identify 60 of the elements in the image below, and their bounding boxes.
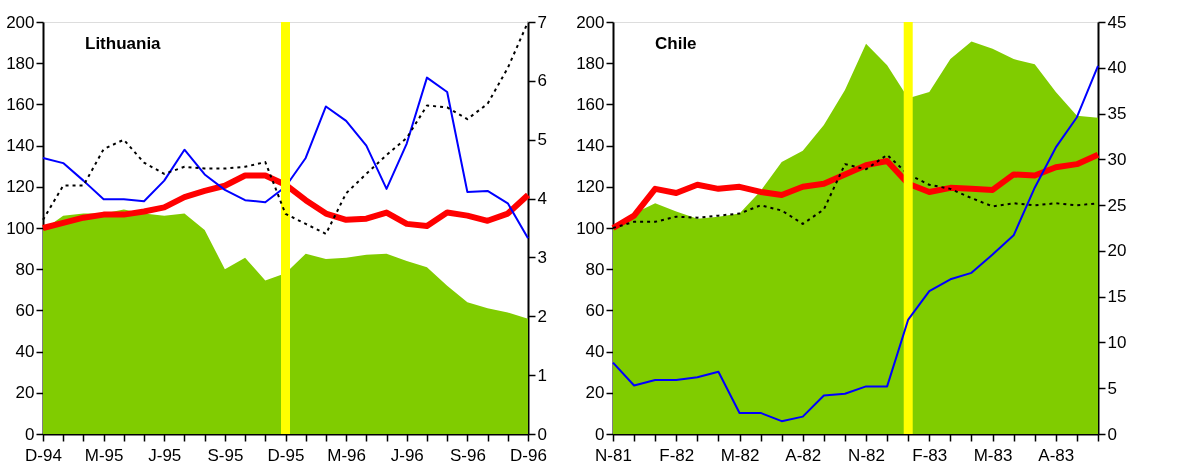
y-tick-label: 200 xyxy=(576,12,605,32)
x-tick-label: F-83 xyxy=(912,445,948,465)
x-tick-label: S-96 xyxy=(449,445,486,465)
y-tick-label: 0 xyxy=(595,424,605,444)
y2-tick-label: 10 xyxy=(1107,332,1127,352)
y-tick-label: 140 xyxy=(576,136,605,156)
text: Chile xyxy=(655,34,697,53)
y2-tick-label: 45 xyxy=(1107,12,1127,32)
x-tick-label: A-83 xyxy=(1038,445,1075,465)
y-tick-label: 160 xyxy=(576,94,605,114)
y2-tick-label: 35 xyxy=(1107,104,1127,124)
y-tick-label: 40 xyxy=(585,342,605,362)
y2-tick-label: 2 xyxy=(537,306,547,326)
y-tick-label: 20 xyxy=(15,383,35,403)
y2-tick-label: 5 xyxy=(537,130,547,150)
y2-tick-label: 20 xyxy=(1107,241,1127,261)
x-tick-label: M-82 xyxy=(720,445,760,465)
y2-tick-label: 0 xyxy=(537,424,547,444)
y-tick-label: 120 xyxy=(6,177,35,197)
y-tick-label: 40 xyxy=(15,342,35,362)
x-tick-label: N-81 xyxy=(595,445,632,465)
y2-tick-label: 3 xyxy=(537,247,547,267)
x-tick-label: A-82 xyxy=(785,445,822,465)
y2-tick-label: 5 xyxy=(1107,378,1117,398)
y2-tick-label: 4 xyxy=(537,189,547,209)
x-tick-label: J-96 xyxy=(390,445,424,465)
y2-tick-label: 7 xyxy=(537,12,547,32)
x-tick-label: N-82 xyxy=(848,445,885,465)
y2-tick-label: 30 xyxy=(1107,149,1127,169)
y-tick-label: 80 xyxy=(15,259,35,279)
x-tick-label: D-96 xyxy=(510,445,547,465)
y2-tick-label: 0 xyxy=(1107,424,1117,444)
x-tick-label: M-96 xyxy=(327,445,366,465)
line-series xyxy=(42,76,529,240)
y2-tick-label: 15 xyxy=(1107,287,1127,307)
y2-tick-label: 40 xyxy=(1107,58,1127,78)
y-tick-label: 140 xyxy=(6,136,35,156)
y-tick-label: 180 xyxy=(576,53,605,73)
y2-tick-label: 6 xyxy=(537,71,547,91)
y-tick-label: 180 xyxy=(6,53,35,73)
y-tick-label: 100 xyxy=(576,218,605,238)
y-tick-label: 0 xyxy=(25,424,35,444)
y-tick-label: 60 xyxy=(15,300,35,320)
y-tick-label: 200 xyxy=(6,12,35,32)
x-tick-label: D-95 xyxy=(267,445,305,465)
y-tick-label: 60 xyxy=(585,300,605,320)
x-tick-label: S-95 xyxy=(207,445,244,465)
x-tick-label: D-94 xyxy=(25,445,62,465)
x-tick-label: M-95 xyxy=(84,445,124,465)
x-tick-label: J-95 xyxy=(148,445,182,465)
y-tick-label: 160 xyxy=(6,94,35,114)
y2-tick-label: 25 xyxy=(1107,195,1127,215)
y-tick-label: 120 xyxy=(576,177,605,197)
x-tick-label: F-82 xyxy=(659,445,695,465)
y-tick-label: 20 xyxy=(585,383,605,403)
text: Lithuania xyxy=(85,34,162,53)
y2-tick-label: 1 xyxy=(537,365,547,385)
x-tick-label: M-83 xyxy=(973,445,1013,465)
y-tick-label: 100 xyxy=(6,218,35,238)
y-tick-label: 80 xyxy=(585,259,605,279)
